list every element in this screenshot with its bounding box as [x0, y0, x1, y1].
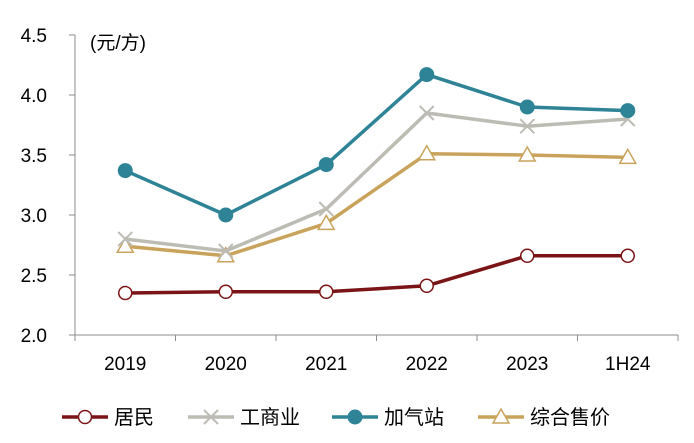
legend-marker [347, 409, 363, 425]
data-point [419, 67, 435, 83]
y-tick-label: 4.0 [21, 86, 47, 107]
series-4 [115, 144, 638, 263]
series-2 [117, 105, 636, 259]
x-tick-label: 2022 [406, 354, 448, 375]
data-point [419, 278, 434, 294]
legend-marker [77, 409, 93, 425]
legend-label: 居民 [114, 405, 154, 429]
y-tick-label: 3.0 [21, 206, 47, 227]
y-tick-label: 2.5 [21, 266, 47, 287]
x-tick-label: 1H24 [605, 354, 651, 375]
legend-label: 加气站 [384, 405, 444, 429]
series-3 [117, 67, 636, 223]
y-tick-label: 3.5 [21, 146, 47, 167]
series-line [124, 72, 628, 217]
data-point [319, 284, 334, 300]
y-axis-ticks: 2.0 2.5 3.0 3.5 4.0 4.5 [21, 26, 75, 347]
x-tick-label: 2023 [506, 354, 548, 375]
data-point [517, 145, 537, 162]
data-point [218, 284, 233, 300]
data-point [520, 248, 535, 264]
data-point [316, 213, 336, 231]
x-tick-label: 2021 [305, 354, 347, 375]
legend-item: 居民 [62, 405, 154, 429]
series-lines [115, 67, 638, 301]
data-point [218, 243, 234, 259]
data-point [115, 236, 135, 253]
data-point [218, 207, 234, 223]
data-point [620, 103, 636, 119]
legend-item: 加气站 [332, 405, 444, 429]
data-point [117, 231, 133, 247]
data-point [118, 285, 133, 301]
series-1 [118, 248, 635, 301]
data-point [318, 201, 334, 217]
x-tick-label: 2020 [205, 354, 247, 375]
x-axis-ticks: 2019 2020 2021 2022 2023 1H24 [74, 335, 679, 375]
data-point [318, 157, 334, 173]
legend-label: 综合售价 [530, 405, 610, 429]
legend-marker [203, 409, 219, 425]
series-line [125, 254, 628, 295]
legend-item: 工商业 [188, 405, 300, 429]
legend-marker [491, 407, 511, 424]
y-tick-label: 2.0 [21, 326, 47, 347]
data-point [620, 248, 635, 264]
series-line [125, 152, 628, 258]
data-point [519, 118, 535, 134]
legend-item: 综合售价 [478, 405, 610, 429]
y-axis-unit-label: (元/方) [90, 32, 146, 54]
data-point [117, 163, 133, 179]
legend: 居民 工商业 加气站 综合售价 [62, 405, 610, 429]
legend-label: 工商业 [240, 405, 300, 429]
y-tick-label: 4.5 [21, 26, 47, 47]
data-point [417, 144, 437, 161]
data-point [419, 105, 435, 121]
series-line [125, 111, 628, 253]
data-point [618, 147, 638, 165]
data-point [519, 99, 535, 115]
x-tick-label: 2019 [104, 354, 146, 375]
